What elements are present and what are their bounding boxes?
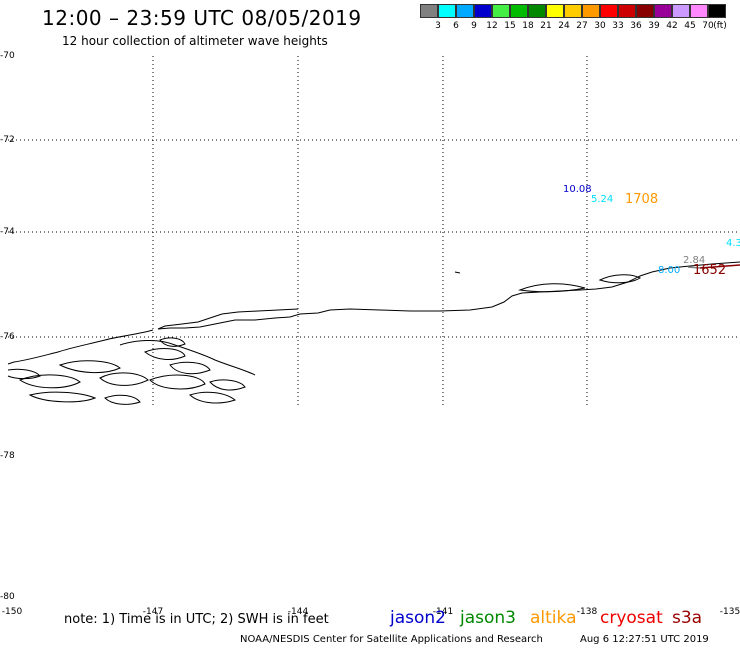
legend-label: 3 [435, 21, 441, 31]
legend-swatch [618, 4, 636, 18]
legend-swatch [690, 4, 708, 18]
lon-label: -141 [432, 607, 454, 617]
legend-label: 33 [612, 21, 624, 31]
map-title: 12:00 – 23:59 UTC 08/05/2019 [42, 6, 362, 30]
map-subtitle: 12 hour collection of altimeter wave hei… [62, 34, 328, 48]
legend-swatch [672, 4, 690, 18]
lat-label: -70 [0, 51, 15, 61]
satellite-name: jason3 [460, 608, 516, 628]
lon-label: -144 [287, 607, 309, 617]
legend-unit: (ft) [713, 21, 727, 31]
units-note: note: 1) Time is in UTC; 2) SWH is in fe… [64, 612, 329, 627]
wave-height-label: 4.3 [726, 238, 740, 249]
wave-height-label: 8.00 [658, 265, 681, 276]
legend-swatch [546, 4, 564, 18]
lon-label: -150 [1, 607, 23, 617]
legend-label: 27 [576, 21, 588, 31]
altimeter-tracks [687, 264, 740, 269]
satellite-name: altika [530, 608, 577, 628]
legend-label: 70 [702, 21, 714, 31]
satellite-name: jason2 [390, 608, 446, 628]
satellite-name: s3a [672, 608, 703, 628]
legend-swatch [636, 4, 654, 18]
satellite-name: cryosat [600, 608, 663, 628]
legend-swatch [492, 4, 510, 18]
color-legend: 3 6 9 12 15 18 21 24 27 30 33 36 39 42 45 70 (ft) [420, 4, 730, 34]
legend-swatch [510, 4, 528, 18]
generated-timestamp: Aug 6 12:27:51 UTC 2019 [580, 634, 709, 645]
track-segment [699, 264, 740, 269]
legend-label: 6 [453, 21, 459, 31]
lat-label: -76 [0, 332, 15, 342]
legend-swatch [582, 4, 600, 18]
legend-label: 30 [594, 21, 606, 31]
lon-label: -138 [576, 607, 598, 617]
grid [8, 56, 740, 405]
track-segment [687, 266, 701, 269]
legend-label: 36 [630, 21, 642, 31]
legend-label: 18 [522, 21, 534, 31]
coastline [7, 261, 740, 405]
wave-height-label: 10.08 [563, 184, 592, 195]
legend-label: 42 [666, 21, 678, 31]
wave-height-label: 1652 [693, 263, 727, 278]
legend-swatch [456, 4, 474, 18]
wave-height-label: 5.24 [591, 194, 614, 205]
legend-label: 24 [558, 21, 570, 31]
lat-label: -74 [0, 227, 15, 237]
legend-swatch [564, 4, 582, 18]
legend-label: 21 [540, 21, 552, 31]
lat-label: -80 [0, 592, 15, 602]
legend-label: 9 [471, 21, 477, 31]
legend-swatch [654, 4, 672, 18]
wave-height-label: 2.84 [683, 255, 706, 266]
legend-swatch [420, 4, 438, 18]
legend-swatch [528, 4, 546, 18]
legend-label: 12 [486, 21, 498, 31]
legend-swatch [474, 4, 492, 18]
legend-swatch [708, 4, 726, 18]
legend-swatch [600, 4, 618, 18]
legend-swatch [438, 4, 456, 18]
credit-line: NOAA/NESDIS Center for Satellite Applica… [240, 634, 543, 645]
legend-label: 15 [504, 21, 516, 31]
legend-label: 39 [648, 21, 660, 31]
lat-label: -72 [0, 135, 15, 145]
lon-label: -147 [142, 607, 164, 617]
legend-label: 45 [684, 21, 696, 31]
lon-label: -135 [719, 607, 740, 617]
wave-height-label: 1708 [625, 192, 659, 207]
lat-label: -78 [0, 451, 15, 461]
